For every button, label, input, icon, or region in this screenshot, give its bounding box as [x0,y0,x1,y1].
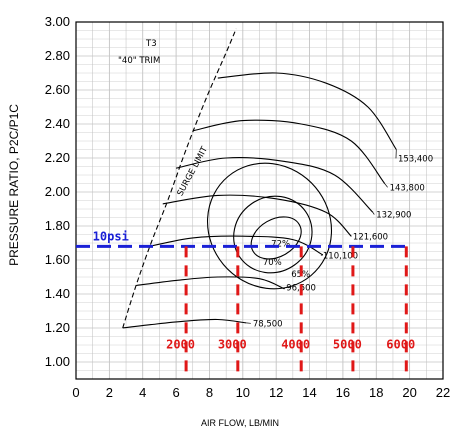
y-tick-label: 2.80 [45,48,70,63]
y-tick-label: 1.40 [45,286,70,301]
x-tick-label: 22 [436,385,450,400]
y-tick-label: 2.00 [45,184,70,199]
speed-line-label: 110,100 [323,251,358,261]
y-axis-title: PRESSURE RATIO, P2C/P1C [7,104,21,266]
chart-title-line-2: "40" TRIM [118,56,160,66]
y-tick-label: 1.60 [45,252,70,267]
efficiency-label: 72% [271,239,290,249]
y-tick-label: 1.20 [45,320,70,335]
rpm-label: 3000 [218,337,247,351]
speed-line [175,157,374,213]
speed-line-label: 121,600 [353,233,388,243]
x-axis-title: AIR FLOW, LB/MIN [201,418,279,428]
rpm-label: 5000 [333,337,362,351]
grid-layer [75,21,444,380]
speed-line-label: 78,500 [253,319,283,329]
speed-line-label: 132,900 [376,211,411,221]
x-tick-label: 4 [139,385,146,400]
y-tick-label: 2.40 [45,116,70,131]
x-tick-label: 12 [269,385,283,400]
x-tick-label: 14 [302,385,316,400]
y-tick-label: 1.80 [45,218,70,233]
x-tick-label: 8 [206,385,213,400]
speed-line-label: 143,800 [390,183,425,193]
speed-line [122,318,247,329]
speed-leader [372,212,375,215]
plot-frame [75,21,444,380]
x-tick-label: 18 [369,385,383,400]
rpm-label: 4000 [281,337,310,351]
y-tick-label: 1.00 [45,354,70,369]
x-tick-label: 0 [72,385,79,400]
speed-line-label: 153,400 [398,154,433,164]
x-tick-label: 2 [106,385,113,400]
x-tick-label: 10 [236,385,250,400]
tick-layer: 0 2 4 6 8 10 12 14 16 18 20 22 1.00 1.20 1.40 1.60 1.80 2… [45,14,451,400]
surge-limit-line [122,28,237,329]
efficiency-label: 70% [263,258,282,268]
speed-line [162,194,352,237]
x-tick-label: 6 [172,385,179,400]
curve-layer: SURGE LIMIT78,50096,500110,100121,600132… [122,28,433,329]
speed-line [149,235,324,256]
speed-line [135,276,285,290]
efficiency-island [250,216,302,260]
efficiency-island [233,195,313,274]
speed-line [192,119,386,184]
rpm-label: 2000 [166,337,195,351]
rpm-label: 6000 [386,337,415,351]
boost-label: 10psi [93,229,129,243]
x-tick-label: 16 [336,385,350,400]
speed-line [217,72,397,150]
x-tick-label: 20 [402,385,416,400]
y-tick-label: 3.00 [45,14,70,29]
chart-title-line-1: T3 [145,39,157,49]
y-tick-label: 2.20 [45,150,70,165]
y-tick-label: 2.60 [45,82,70,97]
efficiency-island [206,162,333,290]
overlay-layer: 10psi 2000 3000 4000 5000 6000 [76,229,415,379]
speed-leader [384,183,388,188]
